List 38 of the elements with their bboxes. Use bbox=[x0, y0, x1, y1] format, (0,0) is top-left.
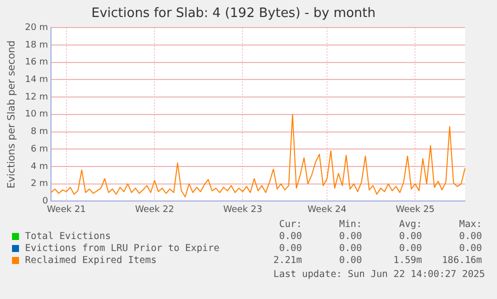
text: Max: bbox=[458, 219, 482, 231]
y-tick-label: 16 m bbox=[24, 58, 48, 68]
text: 1.59m bbox=[392, 255, 422, 267]
y-tick-label: 8 m bbox=[30, 127, 48, 138]
x-tick-label: Week 24 bbox=[308, 204, 347, 215]
text: Cur: bbox=[278, 219, 302, 231]
text: 0.00 bbox=[338, 231, 362, 243]
legend-label: Reclaimed Expired Items bbox=[24, 255, 158, 267]
text: 0.00 bbox=[338, 255, 362, 267]
y-tick-label: 20 m bbox=[24, 22, 48, 33]
text: 0.00 bbox=[278, 243, 302, 255]
text: Min: bbox=[338, 219, 362, 231]
text: 186.16m bbox=[440, 255, 482, 267]
y-tick-label: 2 m bbox=[30, 179, 48, 190]
text: 0.00 bbox=[458, 231, 482, 243]
y-tick-label: 18 m bbox=[24, 40, 48, 50]
text: Last update: Sun Jun 22 14:00:27 2025 bbox=[273, 269, 485, 280]
legend-label: Evictions from LRU Prior to Expire bbox=[24, 243, 220, 255]
text: 0.00 bbox=[338, 243, 362, 255]
chart-title: Evictions for Slab: 4 (192 Bytes) - by month bbox=[91, 6, 376, 22]
x-tick-label: Week 23 bbox=[223, 204, 262, 215]
y-tick-label: 0 bbox=[42, 196, 48, 207]
y-axis-title: Evictions per Slab per second bbox=[6, 40, 18, 188]
text: 2.21m bbox=[272, 255, 302, 267]
y-tick-label: 6 m bbox=[30, 144, 48, 154]
x-tick-label: Week 22 bbox=[135, 204, 174, 215]
legend-label: Total Evictions bbox=[24, 231, 112, 243]
text: Avg: bbox=[398, 219, 422, 231]
text: 0.00 bbox=[398, 243, 422, 255]
y-tick-label: 14 m bbox=[24, 75, 48, 86]
y-tick-label: 4 m bbox=[30, 162, 48, 172]
y-tick-label: 10 m bbox=[24, 110, 48, 120]
x-tick-label: Week 25 bbox=[396, 204, 435, 215]
text: 0.00 bbox=[398, 231, 422, 243]
text: 0.00 bbox=[278, 231, 302, 243]
x-tick-label: Week 21 bbox=[46, 204, 86, 215]
y-tick-label: 12 m bbox=[24, 92, 48, 102]
text: 0.00 bbox=[458, 243, 482, 255]
